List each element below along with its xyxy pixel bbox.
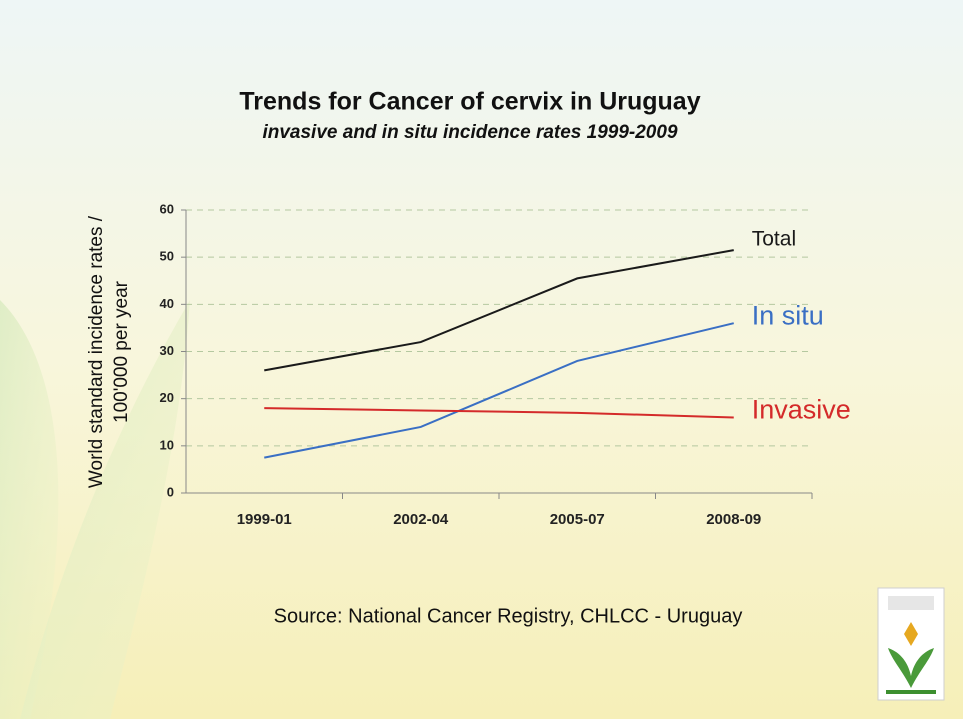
chart-title: Trends for Cancer of cervix in Uruguay bbox=[239, 88, 700, 116]
y-tick-label: 60 bbox=[160, 201, 174, 216]
x-tick-label: 2005-07 bbox=[550, 511, 605, 528]
source-note: Source: National Cancer Registry, CHLCC … bbox=[274, 605, 743, 627]
logo-flower bbox=[904, 622, 918, 646]
y-tick-label: 0 bbox=[167, 484, 174, 499]
legend-label: In situ bbox=[752, 300, 824, 330]
x-tick-label: 1999-01 bbox=[237, 511, 292, 528]
y-tick-label: 10 bbox=[160, 437, 174, 452]
decor-leaf bbox=[0, 300, 59, 719]
logo-text bbox=[888, 596, 934, 610]
series-line bbox=[264, 249, 734, 372]
x-tick-label: 2002-04 bbox=[393, 511, 449, 528]
y-axis-label: 100'000 per year bbox=[111, 280, 132, 423]
logo-bar bbox=[886, 690, 936, 694]
logo-leaves bbox=[888, 648, 934, 688]
legend-label: Invasive bbox=[752, 395, 851, 425]
chart-subtitle: invasive and in situ incidence rates 199… bbox=[262, 122, 677, 143]
legend-label: Total bbox=[752, 228, 796, 251]
decor-leaf bbox=[20, 300, 190, 719]
y-tick-label: 40 bbox=[160, 296, 174, 311]
y-tick-label: 30 bbox=[160, 343, 174, 358]
x-tick-label: 2008-09 bbox=[706, 511, 761, 528]
y-tick-label: 50 bbox=[160, 249, 174, 264]
logo bbox=[877, 587, 945, 701]
series-line bbox=[264, 407, 734, 419]
y-tick-label: 20 bbox=[160, 390, 174, 405]
series-line bbox=[264, 322, 734, 459]
y-axis-label: World standard incidence rates / bbox=[86, 215, 107, 488]
